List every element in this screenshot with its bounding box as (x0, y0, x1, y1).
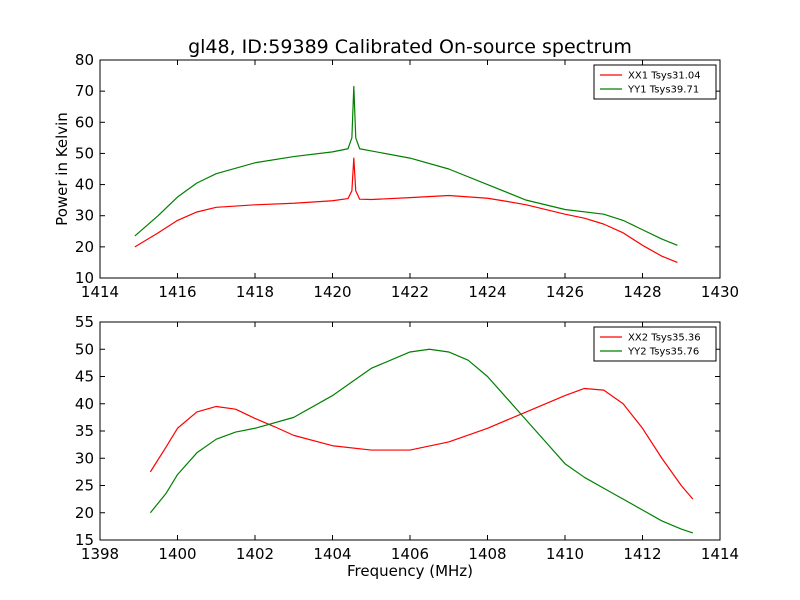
legend-box (593, 64, 717, 100)
y-tick-label: 30 (75, 207, 94, 225)
y-tick-label: 45 (75, 368, 94, 386)
y-tick-label: 80 (75, 51, 94, 69)
chart-panel-2: 1398 1400 1402 1404 1406 1408 1410 1412 1414 15 20… (75, 313, 739, 580)
y-tick-label: 40 (75, 395, 94, 413)
legend-label: XX2 Tsys35.36 (628, 333, 701, 344)
x-tick-label: 1406 (391, 545, 429, 563)
y-tick-label: 50 (75, 340, 94, 358)
y-tick-label: 15 (75, 531, 94, 549)
x-tick-label: 1398 (81, 545, 119, 563)
y-tick-label: 70 (75, 82, 94, 100)
x-tick-label: 1400 (158, 545, 196, 563)
x-axis-label: Frequency (MHz) (347, 562, 473, 580)
series-line-yy2 (149, 348, 694, 534)
x-tick-label: 1408 (468, 545, 506, 563)
y-tick-label: 30 (75, 449, 94, 467)
y-tick-label: 35 (75, 422, 94, 440)
x-tick-label: 1402 (236, 545, 274, 563)
x-tick-label: 1430 (701, 283, 739, 301)
series-line-xx2 (149, 387, 694, 500)
series-line-yy1 (134, 85, 678, 246)
x-tick-label: 1410 (546, 545, 584, 563)
x-tick-label: 1422 (391, 283, 429, 301)
x-tick-label: 1420 (313, 283, 351, 301)
x-tick-label: 1424 (468, 283, 506, 301)
legend: XX2 Tsys35.36 YY2 Tsys35.76 (593, 326, 717, 362)
y-tick-label: 60 (75, 113, 94, 131)
y-axis-label: Power in Kelvin (53, 112, 71, 226)
legend-label: XX1 Tsys31.04 (628, 71, 701, 82)
y-tick-label: 25 (75, 477, 94, 495)
legend: XX1 Tsys31.04 YY1 Tsys39.71 (593, 64, 717, 100)
y-tick-label: 40 (75, 176, 94, 194)
x-tick-label: 1416 (158, 283, 196, 301)
y-tick-label: 55 (75, 313, 94, 331)
x-tick-label: 1428 (623, 283, 661, 301)
figure-title: gl48, ID:59389 Calibrated On-source spec… (188, 36, 632, 58)
legend-label: YY2 Tsys35.76 (627, 347, 699, 358)
y-tick-label: 10 (75, 269, 94, 287)
x-tick-label: 1414 (81, 283, 119, 301)
x-tick-label: 1414 (701, 545, 739, 563)
y-tick-label: 50 (75, 144, 94, 162)
x-tick-label: 1426 (546, 283, 584, 301)
charts-container: 1414 1416 1418 1420 1422 1424 1426 1428 1430 10 20… (53, 51, 739, 580)
legend-label: YY1 Tsys39.71 (627, 85, 699, 96)
y-tick-label: 20 (75, 504, 94, 522)
x-tick-label: 1412 (623, 545, 661, 563)
legend-box (593, 326, 717, 362)
x-tick-label: 1418 (236, 283, 274, 301)
chart-panel-1: 1414 1416 1418 1420 1422 1424 1426 1428 1430 10 20… (53, 51, 739, 301)
x-tick-label: 1404 (313, 545, 351, 563)
series-line-xx1 (134, 157, 678, 263)
y-tick-label: 20 (75, 238, 94, 256)
